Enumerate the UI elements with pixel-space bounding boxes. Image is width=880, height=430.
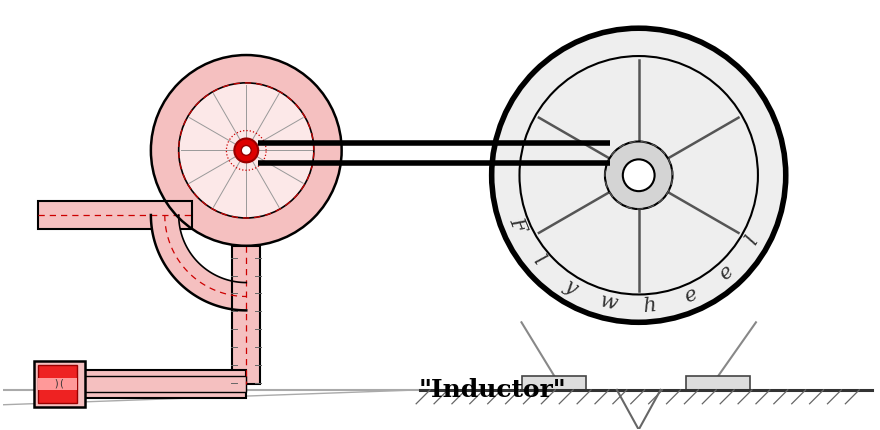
Circle shape <box>492 28 786 322</box>
Polygon shape <box>686 376 750 390</box>
Text: F: F <box>506 214 529 235</box>
Text: )(: )( <box>54 379 65 389</box>
Polygon shape <box>523 376 586 390</box>
Polygon shape <box>38 201 192 229</box>
Text: e: e <box>715 262 737 284</box>
Polygon shape <box>150 55 341 246</box>
Text: e: e <box>681 284 700 307</box>
Polygon shape <box>68 370 246 398</box>
Polygon shape <box>232 246 260 384</box>
Circle shape <box>179 83 314 218</box>
Text: w: w <box>598 292 620 314</box>
Text: y: y <box>561 276 580 298</box>
Text: h: h <box>643 296 658 316</box>
Circle shape <box>234 138 258 163</box>
Text: "Inductor": "Inductor" <box>419 378 567 402</box>
Text: l: l <box>529 252 548 269</box>
Polygon shape <box>38 365 77 403</box>
Circle shape <box>241 145 251 155</box>
Polygon shape <box>150 215 246 310</box>
Circle shape <box>623 160 655 191</box>
Polygon shape <box>38 378 77 390</box>
Circle shape <box>605 141 672 209</box>
Text: l: l <box>743 233 762 249</box>
Polygon shape <box>33 361 85 407</box>
Polygon shape <box>77 376 246 392</box>
